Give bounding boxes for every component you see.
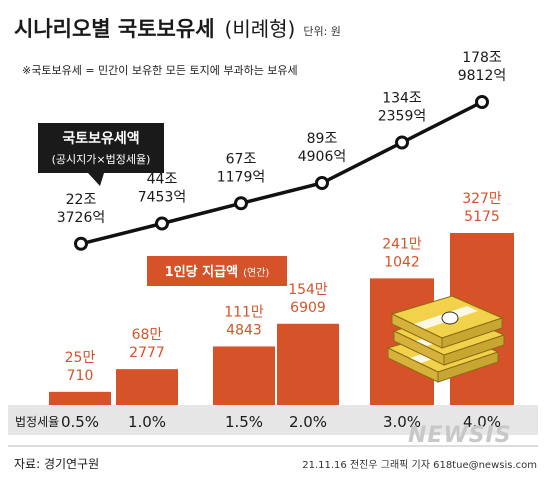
x-tick-label: 3.0% — [383, 413, 421, 431]
bar-value-label: 68만 — [132, 327, 163, 343]
line-value-label: 67조 — [226, 151, 257, 167]
line-point-0.5% — [74, 236, 88, 251]
x-tick-label: 1.0% — [128, 413, 166, 431]
bar-value-label: 2777 — [129, 345, 165, 361]
svg-text:1인당 지급액 (연간): 1인당 지급액 (연간) — [165, 261, 270, 280]
line-series: 22조 3726억 44조 7453억 67조 1179억 89조 4906억 134조 2359… — [57, 50, 507, 251]
bar-callout-box — [147, 256, 287, 286]
unit-label: 단위: 원 — [303, 25, 341, 38]
bar-1.5% — [213, 346, 275, 405]
bar-value-label: 710 — [67, 368, 94, 384]
bar-0.5% — [49, 391, 111, 405]
bar-value-label: 327만 — [462, 191, 502, 207]
line-point-3.0% — [395, 135, 409, 150]
bar-value-label: 241만 — [382, 236, 422, 252]
line-callout-pointer — [88, 173, 104, 186]
definition-note: ※국토보유세 = 민간이 보유한 모든 토지에 부과하는 보유세 — [22, 63, 298, 77]
line-path — [80, 100, 483, 246]
line-value-label: 2359억 — [378, 109, 427, 125]
money-stack-icon — [390, 295, 504, 349]
bar-value-label: 5175 — [464, 209, 500, 225]
line-value-label: 178조 — [462, 50, 502, 66]
line-value-label: 3726억 — [57, 210, 106, 226]
bar-callout-period: (연간) — [243, 267, 269, 279]
line-point-2.0% — [315, 176, 329, 190]
bar-value-label: 154만 — [288, 282, 328, 298]
line-value-label: 1179억 — [217, 169, 266, 185]
line-value-label: 22조 — [66, 192, 97, 208]
bar-2.0% — [277, 323, 339, 405]
bar-value-label: 1042 — [384, 254, 420, 270]
x-axis-band — [8, 405, 538, 435]
bar-callout-title: 1인당 지급액 — [165, 264, 238, 280]
bar-value-label: 6909 — [290, 300, 326, 316]
money-bundle-icon — [386, 295, 506, 383]
line-value-label: 134조 — [382, 91, 422, 107]
line-point-1.0% — [155, 216, 169, 231]
line-point-4.0% — [475, 95, 489, 109]
bar-value-label: 25만 — [65, 350, 96, 366]
x-tick-label: 0.5% — [61, 413, 99, 431]
x-tick-label: 1.5% — [225, 413, 263, 431]
bar-series-callout: 1인당 지급액 (연간) — [147, 256, 287, 286]
x-tick-label: 2.0% — [289, 413, 327, 431]
line-value-label: 44조 — [147, 172, 178, 188]
line-point-1.5% — [234, 196, 248, 211]
line-value-label: 89조 — [307, 131, 338, 147]
line-callout-formula: (공시지가×법정세율) — [52, 153, 151, 166]
source-label: 자료: 경기연구원 — [14, 457, 99, 471]
bar-value-label: 111만 — [224, 304, 264, 320]
credit-label: 21.11.16 전진우 그래픽 기자 618tue@newsis.com — [302, 459, 537, 471]
chart-subtitle: (비례형) — [225, 17, 296, 41]
line-series-callout: 국토보유세액 (공시지가×법정세율) — [38, 123, 164, 186]
x-axis-ticks: 0.5% 1.0% 1.5% 2.0% 3.0% 4.0% — [61, 413, 501, 431]
line-callout-box — [38, 123, 164, 173]
newsis-watermark: NEWSIS — [408, 423, 512, 448]
line-callout-title: 국토보유세액 — [62, 130, 139, 147]
bar-value-label: 4843 — [226, 322, 262, 338]
x-axis-title: 법정세율 — [15, 415, 59, 429]
chart-title: 시나리오별 국토보유세 — [14, 17, 215, 41]
line-value-label: 9812억 — [458, 68, 507, 84]
x-tick-label: 4.0% — [463, 413, 501, 431]
line-value-label: 4906억 — [298, 149, 347, 165]
line-value-label: 7453억 — [138, 190, 187, 206]
bar-1.0% — [116, 369, 178, 405]
